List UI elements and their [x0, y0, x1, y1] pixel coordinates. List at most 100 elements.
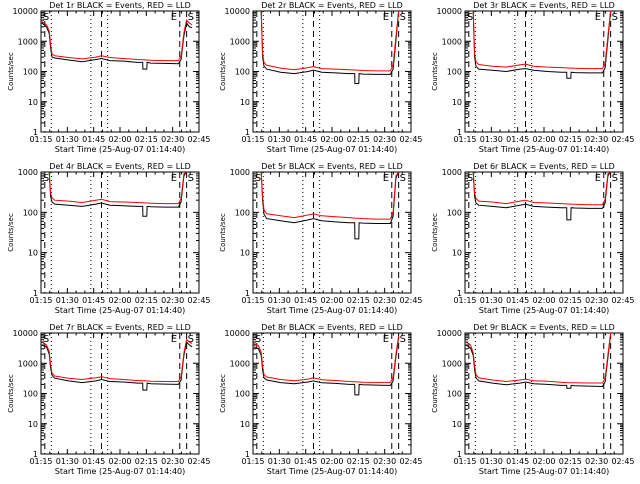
panel-9-x-tick-label: 01:15	[453, 457, 476, 466]
panel-6-y-tick-label: 1000	[442, 168, 462, 177]
panel-4-series-lld	[48, 172, 187, 205]
panel-7-x-tick-label: 02:15	[135, 457, 158, 466]
panel-8-x-tick-label: 02:15	[347, 457, 370, 466]
panel-1-series-lld	[41, 19, 193, 62]
panel-6-x-tick-label: 02:00	[532, 296, 555, 305]
panel-1-series-events	[41, 21, 193, 70]
panel-1-x-tick-label: 02:15	[135, 135, 158, 144]
panel-8-x-tick-label: 01:30	[268, 457, 291, 466]
panel-8-y-tick-label: 1000	[230, 359, 250, 368]
panel-6-y-axis-label: Counts/sec	[431, 213, 439, 252]
panel-7-title: Det 7r BLACK = Events, RED = LLD	[49, 323, 191, 332]
panel-1-y-tick-label: 10	[28, 98, 38, 107]
panel-5-x-tick-label: 01:45	[294, 296, 317, 305]
panel-1-x-tick-label: 01:45	[82, 135, 105, 144]
panel-8-frame	[252, 332, 412, 455]
panel-1-frame	[40, 10, 200, 133]
panel-6-x-tick-label: 01:30	[480, 296, 503, 305]
panel-5-y-tick-label: 1	[245, 289, 250, 298]
panel-6-series-events	[472, 172, 612, 221]
panel-2-series-lld	[260, 11, 400, 72]
panel-5-x-tick-label: 01:15	[241, 296, 264, 305]
panel-4-y-axis-label: Counts/sec	[7, 213, 15, 252]
panel-2-marker-E: E	[383, 12, 389, 23]
panel-8-x-tick-label: 02:30	[373, 457, 396, 466]
panel-5-frame	[252, 171, 412, 294]
panel-5-y-tick-label: 100	[235, 208, 250, 217]
panel-4-marker-E: E	[171, 173, 177, 184]
panel-7-x-tick-label: 02:30	[161, 457, 184, 466]
panel-7-marker-S: S	[43, 334, 49, 345]
panel-9-y-tick-label: 100	[447, 390, 462, 399]
panel-3-x-tick-label: 01:45	[506, 135, 529, 144]
panel-4-x-tick-label: 01:15	[29, 296, 52, 305]
panel-2-x-tick-label: 01:15	[241, 135, 264, 144]
panel-1-x-tick-label: 02:30	[161, 135, 184, 144]
panel-7-x-tick-label: 01:30	[56, 457, 79, 466]
panel-9-x-tick-label: 02:15	[559, 457, 582, 466]
panel-8-x-tick-label: 01:15	[241, 457, 264, 466]
panel-9-y-axis-label: Counts/sec	[431, 374, 439, 413]
panel-6-frame	[464, 171, 624, 294]
panel-4-y-tick-label: 100	[23, 208, 38, 217]
panel-9-x-tick-label: 02:30	[585, 457, 608, 466]
panel-6-y-tick-label: 1	[457, 289, 462, 298]
panel-4-x-axis-label: Start Time (25-Aug-07 01:14:40)	[55, 306, 186, 315]
panel-8-x-tick-label: 02:00	[320, 457, 343, 466]
panel-2-x-tick-label: 02:15	[347, 135, 370, 144]
panel-8-y-tick-label: 10000	[225, 329, 250, 338]
panel-8-x-axis-label: Start Time (25-Aug-07 01:14:40)	[267, 467, 398, 476]
panel-4-y-tick-label: 10	[28, 249, 38, 258]
panel-7-series-lld	[41, 338, 193, 382]
panel-8-y-tick-label: 100	[235, 390, 250, 399]
panel-4-x-tick-label: 02:30	[161, 296, 184, 305]
panel-2-x-tick-label: 02:00	[320, 135, 343, 144]
panel-4-marker-S: S	[188, 173, 194, 184]
panel-8-y-tick-label: 1	[245, 450, 250, 459]
panel-1-y-tick-label: 100	[23, 68, 38, 77]
panel-2-x-axis-label: Start Time (25-Aug-07 01:14:40)	[267, 145, 398, 154]
panel-3-x-tick-label: 01:15	[453, 135, 476, 144]
panel-5-title: Det 5r BLACK = Events, RED = LLD	[261, 162, 403, 171]
panel-5-x-axis-label: Start Time (25-Aug-07 01:14:40)	[267, 306, 398, 315]
panel-8-x-tick-label: 02:45	[399, 457, 422, 466]
panel-5-marker-E: E	[383, 173, 389, 184]
panel-7-y-axis-label: Counts/sec	[7, 374, 15, 413]
panel-3-y-tick-label: 1	[457, 128, 462, 137]
panel-1-x-axis-label: Start Time (25-Aug-07 01:14:40)	[55, 145, 186, 154]
panel-3-marker-S: S	[612, 12, 618, 23]
panel-6-x-tick-label: 01:15	[453, 296, 476, 305]
panel-3-x-tick-label: 02:30	[585, 135, 608, 144]
panel-9-title: Det 9r BLACK = Events, RED = LLD	[473, 323, 615, 332]
panel-2-y-tick-label: 1	[245, 128, 250, 137]
panel-6-x-tick-label: 02:15	[559, 296, 582, 305]
panel-3-marker-S: S	[467, 12, 473, 23]
panel-7-y-tick-label: 10000	[13, 329, 38, 338]
panel-8-y-axis-label: Counts/sec	[219, 374, 227, 413]
panel-9-y-tick-label: 10000	[437, 329, 462, 338]
panel-4-x-tick-label: 01:45	[82, 296, 105, 305]
panel-6-y-tick-label: 100	[447, 208, 462, 217]
panel-3-x-tick-label: 02:15	[559, 135, 582, 144]
panel-2-y-tick-label: 10000	[225, 7, 250, 16]
panel-9-y-tick-label: 1	[457, 450, 462, 459]
panel-3-y-tick-label: 100	[447, 68, 462, 77]
panel-8-marker-S: S	[255, 334, 261, 345]
panel-3-x-axis-label: Start Time (25-Aug-07 01:14:40)	[479, 145, 610, 154]
panel-4-y-tick-label: 1	[33, 289, 38, 298]
panel-4-x-tick-label: 02:45	[187, 296, 210, 305]
panel-2-x-tick-label: 01:30	[268, 135, 291, 144]
panel-3-x-tick-label: 02:00	[532, 135, 555, 144]
panel-7-x-tick-label: 01:45	[82, 457, 105, 466]
panel-5-series-events	[260, 172, 400, 240]
panel-8-marker-E: E	[383, 334, 389, 345]
panel-8-marker-S: S	[400, 334, 406, 345]
panel-8-x-tick-label: 01:45	[294, 457, 317, 466]
panel-1-marker-E: E	[171, 12, 177, 23]
panel-5-y-axis-label: Counts/sec	[219, 213, 227, 252]
panel-2-series-events	[260, 11, 400, 84]
panel-1-marker-S: S	[188, 12, 194, 23]
panel-7-x-tick-label: 02:45	[187, 457, 210, 466]
panel-6-x-tick-label: 02:45	[611, 296, 634, 305]
